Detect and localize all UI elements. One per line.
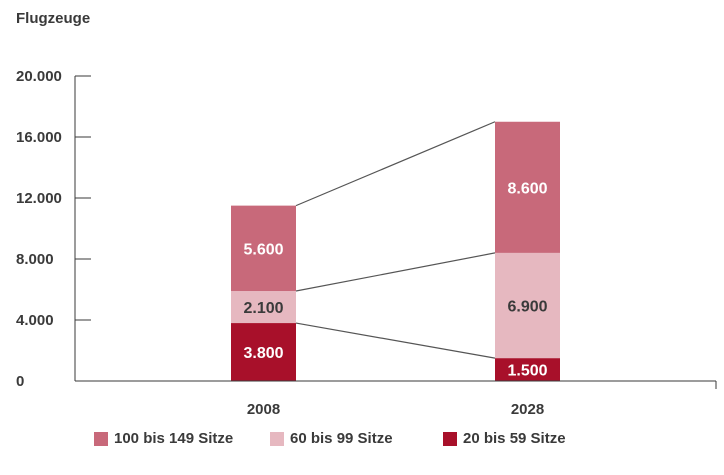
legend-swatch (443, 431, 457, 446)
data-label: 1.500 (507, 363, 547, 380)
bar-segment (495, 252, 560, 359)
legend-label: 60 bis 99 Sitze (290, 430, 393, 447)
data-label: 8.600 (507, 180, 547, 197)
legend-item: 60 bis 99 Sitze (270, 430, 443, 447)
y-axis-label: Flugzeuge (16, 10, 90, 27)
connector-line (295, 252, 496, 292)
x-tick-label: 2008 (247, 401, 280, 418)
data-label: 3.800 (243, 345, 283, 362)
bar-segment (495, 121, 560, 253)
legend-label: 20 bis 59 Sitze (463, 430, 566, 447)
bar-segment (495, 358, 560, 381)
y-tick-label: 8.000 (16, 251, 54, 268)
y-tick-label: 16.000 (16, 129, 62, 146)
y-tick-label: 4.000 (16, 312, 54, 329)
bar-segment (231, 291, 296, 324)
legend: 100 bis 149 Sitze 60 bis 99 Sitze 20 bis 5… (94, 430, 593, 447)
legend-swatch (270, 431, 284, 446)
data-label: 6.900 (507, 299, 547, 316)
legend-label: 100 bis 149 Sitze (114, 430, 234, 447)
data-label: 5.600 (243, 241, 283, 258)
connector-line (295, 322, 496, 359)
legend-item: 100 bis 149 Sitze (94, 430, 270, 447)
y-tick-label: 0 (16, 373, 24, 390)
bar-segment (231, 323, 296, 381)
y-tick-label: 20.000 (16, 68, 62, 85)
connector-line (295, 121, 496, 207)
bar-segment (231, 205, 296, 292)
y-tick-label: 12.000 (16, 190, 62, 207)
data-label: 2.100 (243, 300, 283, 317)
stacked-bar-chart: Flugzeuge 3.800 2.100 5.600 1.500 6.900 8.600… (16, 10, 717, 418)
legend-swatch (94, 431, 108, 446)
legend-item: 20 bis 59 Sitze (443, 430, 593, 447)
x-tick-label: 2028 (511, 401, 544, 418)
